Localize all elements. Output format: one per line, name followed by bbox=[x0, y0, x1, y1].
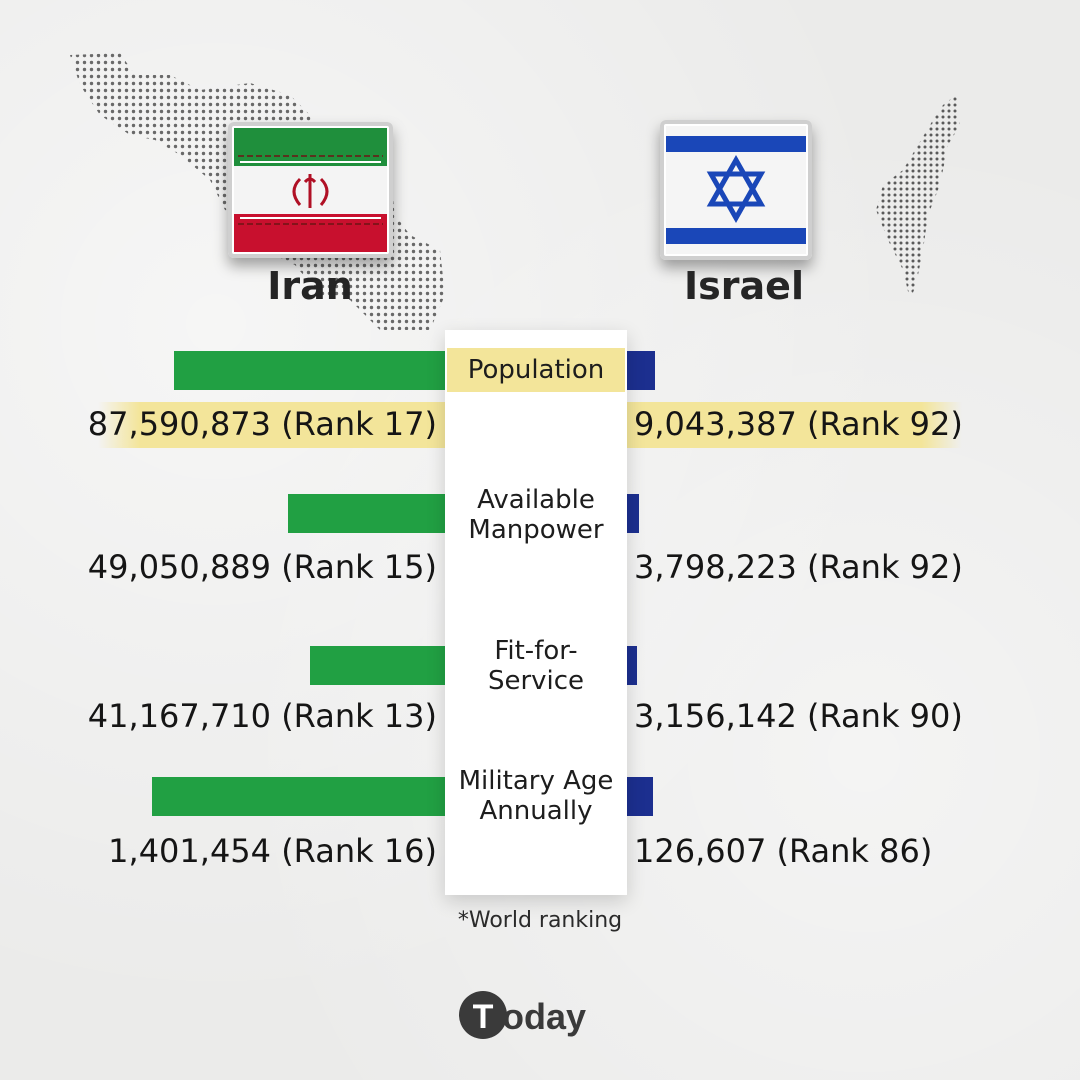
category-label-line: Manpower bbox=[468, 515, 604, 545]
israel-value-label-fit-for-service: 3,156,142 (Rank 90) bbox=[634, 697, 963, 735]
center-label-panel bbox=[445, 330, 627, 895]
category-label-line: Annually bbox=[479, 796, 593, 826]
israel-value-label-military-age-annually: 126,607 (Rank 86) bbox=[634, 832, 933, 870]
iran-bar-0 bbox=[174, 351, 445, 390]
israel-bar-3 bbox=[627, 777, 654, 816]
category-label-line: Military Age bbox=[458, 766, 614, 796]
iran-value-label-fit-for-service: 41,167,710 (Rank 13) bbox=[87, 697, 437, 735]
category-label-military-age-annually: Military Age Annually bbox=[445, 766, 627, 826]
brand-name: oday bbox=[502, 996, 586, 1037]
israel-map-silhouette bbox=[876, 95, 960, 300]
population-value-highlight-left bbox=[98, 402, 445, 448]
brand-logo-glyph: T bbox=[473, 998, 494, 1036]
country-name-iran: Iran bbox=[267, 264, 353, 308]
iran-flag-icon bbox=[228, 122, 393, 258]
category-label-population: Population bbox=[445, 355, 627, 385]
iran-value-label-population: 87,590,873 (Rank 17) bbox=[87, 405, 437, 443]
israel-value-label-available-manpower: 3,798,223 (Rank 92) bbox=[634, 548, 963, 586]
israel-flag-icon bbox=[660, 120, 812, 260]
israel-bar-1 bbox=[627, 494, 640, 533]
israel-value-label-population: 9,043,387 (Rank 92) bbox=[634, 405, 963, 443]
iran-bar-1 bbox=[288, 494, 445, 533]
iran-value-label-available-manpower: 49,050,889 (Rank 15) bbox=[87, 548, 437, 586]
category-label-available-manpower: Available Manpower bbox=[445, 485, 627, 545]
population-value-highlight-right bbox=[627, 402, 962, 448]
iran-bar-2 bbox=[310, 646, 445, 685]
population-label-highlight bbox=[447, 348, 625, 392]
israel-bar-2 bbox=[627, 646, 638, 685]
iran-bar-3 bbox=[152, 777, 445, 816]
category-label-line: Available bbox=[477, 485, 595, 515]
category-label-line: Fit-for- bbox=[494, 636, 578, 666]
israel-bar-0 bbox=[627, 351, 655, 390]
category-label-fit-for-service: Fit-for- Service bbox=[445, 636, 627, 696]
footnote: *World ranking bbox=[457, 908, 623, 933]
category-label-line: Population bbox=[467, 355, 605, 385]
category-label-line: Service bbox=[487, 666, 585, 696]
iran-value-label-military-age-annually: 1,401,454 (Rank 16) bbox=[108, 832, 437, 870]
country-name-israel: Israel bbox=[684, 264, 804, 308]
brand-logo: T oday bbox=[458, 985, 628, 1045]
